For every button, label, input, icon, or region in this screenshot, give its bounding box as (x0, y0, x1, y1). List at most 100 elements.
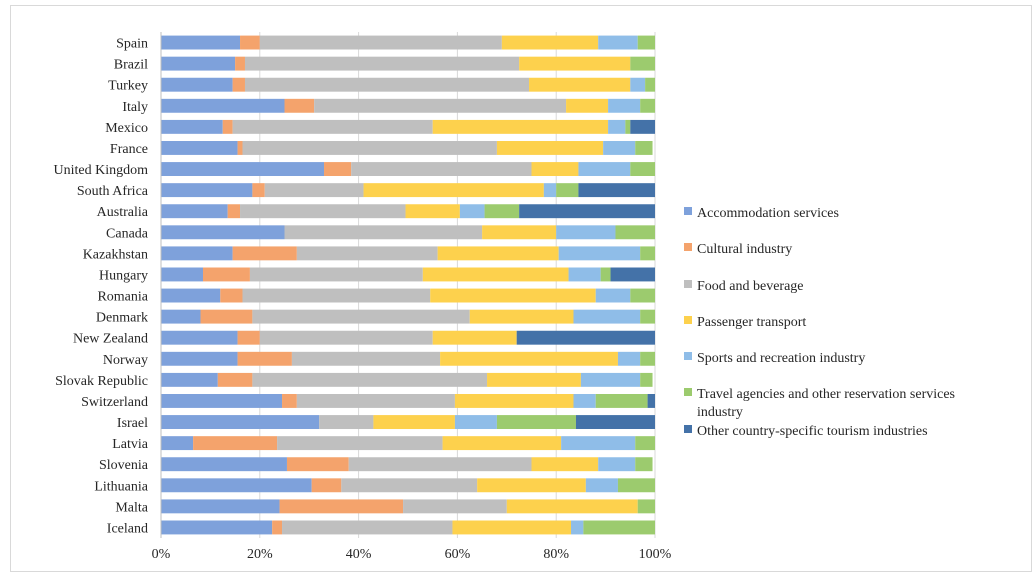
bar-iceland-food-and-beverage (282, 520, 453, 535)
bar-iceland-accommodation-services (161, 520, 273, 535)
bar-romania-accommodation-services (161, 288, 221, 303)
bar-canada-food-and-beverage (284, 225, 483, 240)
legend-swatch-sports-and-recreation-industry (684, 352, 692, 360)
legend-swatch-accommodation-services (684, 207, 692, 215)
bar-mexico-other-country-specific-tourism-industries (630, 119, 655, 134)
bar-hungary-other-country-specific-tourism-industries (610, 267, 655, 282)
category-label-australia: Australia (97, 205, 149, 220)
bar-latvia-food-and-beverage (277, 436, 443, 451)
bar-norway-accommodation-services (161, 351, 238, 366)
bar-romania-passenger-transport (430, 288, 596, 303)
bar-lithuania-accommodation-services (161, 478, 312, 493)
legend-swatch-travel-agencies-and-other-reservation-services-industry (684, 388, 692, 396)
x-tick-label: 60% (445, 547, 471, 562)
category-label-switzerland: Switzerland (81, 395, 148, 410)
bar-israel-sports-and-recreation-industry (454, 415, 497, 429)
bar-turkey-cultural-industry (232, 77, 245, 92)
bar-italy-sports-and-recreation-industry (608, 98, 641, 113)
bar-south-africa-passenger-transport (363, 183, 544, 198)
bar-mexico-accommodation-services (161, 119, 223, 134)
legend-swatch-food-and-beverage (684, 280, 692, 288)
bar-brazil-travel-agencies-and-other-reservation-services-industry (630, 56, 655, 71)
bar-norway-passenger-transport (440, 351, 618, 366)
bar-south-africa-sports-and-recreation-industry (543, 183, 557, 198)
bar-israel-passenger-transport (373, 415, 455, 429)
x-tick-label: 20% (247, 547, 273, 562)
bar-latvia-cultural-industry (193, 436, 278, 451)
bar-france-accommodation-services (161, 141, 238, 155)
bar-france-food-and-beverage (242, 141, 497, 155)
category-label-kazakhstan: Kazakhstan (83, 247, 148, 262)
bar-mexico-passenger-transport (432, 119, 609, 134)
bar-iceland-sports-and-recreation-industry (571, 520, 584, 535)
legend-swatch-other-country-specific-tourism-industries (684, 425, 692, 433)
bar-slovak-republic-accommodation-services (161, 372, 218, 387)
bar-malta-passenger-transport (506, 499, 638, 514)
bar-brazil-passenger-transport (519, 56, 631, 71)
bar-hungary-sports-and-recreation-industry (568, 267, 601, 282)
bar-spain-passenger-transport (501, 35, 599, 50)
bar-new-zealand-food-and-beverage (259, 330, 433, 345)
category-label-mexico: Mexico (105, 121, 148, 136)
legend-label-passenger-transport: Passenger transport (697, 315, 806, 330)
category-label-latvia: Latvia (112, 437, 149, 452)
x-tick-label: 0% (152, 547, 171, 562)
bar-kazakhstan-food-and-beverage (296, 246, 438, 261)
category-label-united-kingdom: United Kingdom (54, 163, 149, 178)
bar-france-travel-agencies-and-other-reservation-services-industry (635, 141, 653, 155)
bar-iceland-cultural-industry (272, 520, 283, 535)
bar-italy-travel-agencies-and-other-reservation-services-industry (640, 98, 655, 113)
bar-south-africa-other-country-specific-tourism-industries (578, 183, 655, 198)
bar-france-sports-and-recreation-industry (603, 141, 636, 155)
bar-norway-travel-agencies-and-other-reservation-services-industry (640, 351, 655, 366)
bar-iceland-travel-agencies-and-other-reservation-services-industry (583, 520, 655, 535)
bar-turkey-travel-agencies-and-other-reservation-services-industry (645, 77, 655, 92)
bar-slovak-republic-sports-and-recreation-industry (580, 372, 641, 387)
bar-united-kingdom-passenger-transport (531, 162, 579, 176)
bar-slovenia-food-and-beverage (348, 457, 532, 472)
bar-kazakhstan-travel-agencies-and-other-reservation-services-industry (640, 246, 655, 261)
bar-denmark-cultural-industry (200, 309, 253, 324)
bar-united-kingdom-accommodation-services (161, 162, 325, 176)
legend-label-food-and-beverage: Food and beverage (697, 279, 804, 294)
bar-united-kingdom-food-and-beverage (351, 162, 532, 176)
bar-turkey-food-and-beverage (244, 77, 530, 92)
bars (161, 35, 655, 535)
legend-swatch-cultural-industry (684, 243, 692, 251)
bar-israel-food-and-beverage (319, 415, 374, 429)
x-tick-label: 80% (543, 547, 569, 562)
bar-united-kingdom-sports-and-recreation-industry (578, 162, 631, 176)
category-label-slovak-republic: Slovak Republic (55, 374, 148, 389)
bar-kazakhstan-cultural-industry (232, 246, 297, 261)
category-label-malta: Malta (115, 500, 148, 515)
bar-canada-accommodation-services (161, 225, 285, 240)
legend-label-cultural-industry: Cultural industry (697, 242, 792, 257)
x-tick-label: 40% (346, 547, 372, 562)
category-label-turkey: Turkey (108, 79, 148, 94)
bar-australia-sports-and-recreation-industry (459, 204, 485, 219)
bar-norway-cultural-industry (237, 351, 292, 366)
bar-lithuania-passenger-transport (477, 478, 586, 493)
bar-denmark-accommodation-services (161, 309, 201, 324)
bar-israel-other-country-specific-tourism-industries (575, 415, 655, 429)
bar-hungary-cultural-industry (202, 267, 250, 282)
bar-spain-cultural-industry (240, 35, 260, 50)
bar-malta-cultural-industry (279, 499, 404, 514)
bar-lithuania-sports-and-recreation-industry (585, 478, 618, 493)
bar-norway-sports-and-recreation-industry (617, 351, 641, 366)
legend-swatch-passenger-transport (684, 316, 692, 324)
bar-new-zealand-passenger-transport (432, 330, 517, 345)
bar-mexico-travel-agencies-and-other-reservation-services-industry (625, 119, 631, 134)
category-label-spain: Spain (116, 37, 148, 52)
bar-switzerland-other-country-specific-tourism-industries (647, 394, 655, 408)
bar-romania-sports-and-recreation-industry (595, 288, 631, 303)
bar-lithuania-cultural-industry (311, 478, 342, 493)
legend-label-accommodation-services: Accommodation services (697, 206, 839, 221)
bar-italy-passenger-transport (566, 98, 609, 113)
bar-canada-sports-and-recreation-industry (556, 225, 616, 240)
category-label-brazil: Brazil (114, 58, 148, 73)
bar-turkey-accommodation-services (161, 77, 233, 92)
bar-australia-other-country-specific-tourism-industries (519, 204, 655, 219)
bar-mexico-food-and-beverage (232, 119, 433, 134)
bar-slovak-republic-travel-agencies-and-other-reservation-services-industry (640, 372, 653, 387)
